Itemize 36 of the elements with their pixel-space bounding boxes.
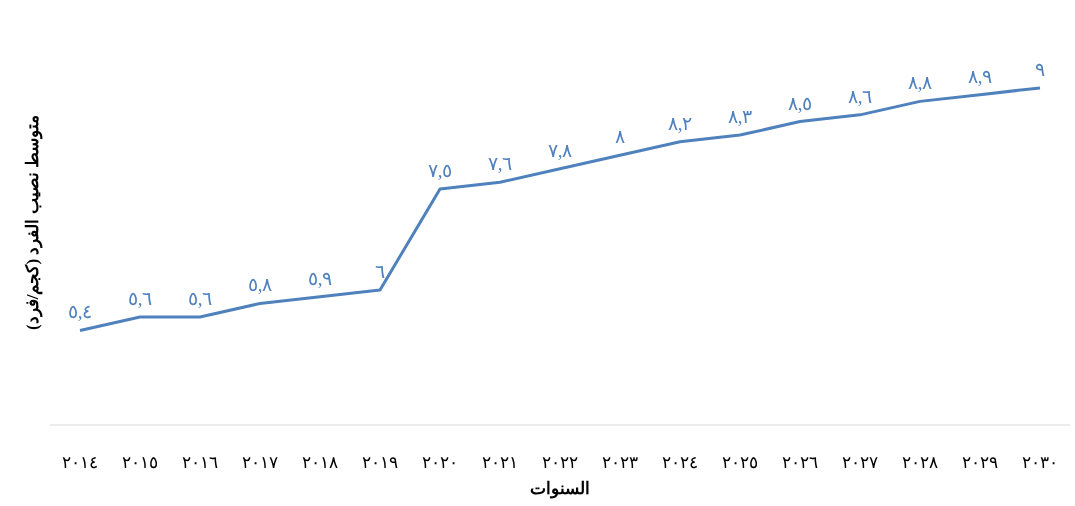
data-label: ٥,٦ (127, 287, 153, 309)
data-label: ٨,٥ (787, 92, 813, 114)
x-axis-title: السنوات (530, 479, 590, 499)
data-label: ٥,٦ (187, 287, 213, 309)
x-tick-label: ٢٠٣٠ (1022, 453, 1058, 472)
data-label: ٨,٣ (727, 106, 753, 128)
x-tick-label: ٢٠٢٦ (782, 453, 818, 472)
x-tick-label: ٢٠١٤ (62, 453, 98, 472)
x-tick-label: ٢٠٢٢ (542, 453, 578, 472)
x-tick-label: ٢٠١٦ (182, 453, 218, 472)
data-label: ٨,٢ (667, 112, 693, 134)
data-label: ٩ (1035, 58, 1045, 80)
x-tick-label: ٢٠٢١ (482, 453, 518, 472)
x-tick-label: ٢٠١٥ (122, 453, 158, 472)
x-tick-label: ٢٠٢٣ (602, 453, 638, 472)
x-tick-label: ٢٠١٨ (302, 453, 338, 472)
x-tick-label: ٢٠٢٥ (722, 453, 758, 472)
data-label: ٨,٨ (907, 72, 933, 94)
data-label: ٧,٦ (487, 153, 513, 175)
x-tick-label: ٢٠٢٧ (842, 453, 878, 472)
data-label: ٧,٨ (547, 139, 573, 161)
data-label: ٨,٦ (847, 85, 873, 107)
data-label: ٥,٤ (67, 301, 93, 323)
x-tick-label: ٢٠٢٠ (422, 453, 458, 472)
x-tick-label: ٢٠٢٤ (662, 453, 698, 472)
x-tick-label: ٢٠١٧ (242, 453, 278, 472)
data-label: ٥,٩ (307, 267, 333, 289)
data-label: ٨ (615, 126, 625, 148)
data-label: ٨,٩ (967, 65, 993, 87)
x-tick-label: ٢٠١٩ (362, 453, 398, 472)
x-tick-label: ٢٠٢٨ (902, 453, 938, 472)
data-label: ٦ (375, 261, 385, 282)
data-label: ٧,٥ (427, 159, 453, 181)
x-tick-label: ٢٠٢٩ (962, 453, 998, 472)
y-axis-title: متوسط نصيب الفرد (كجم/فرد) (23, 115, 43, 330)
data-label: ٥,٨ (247, 274, 273, 296)
